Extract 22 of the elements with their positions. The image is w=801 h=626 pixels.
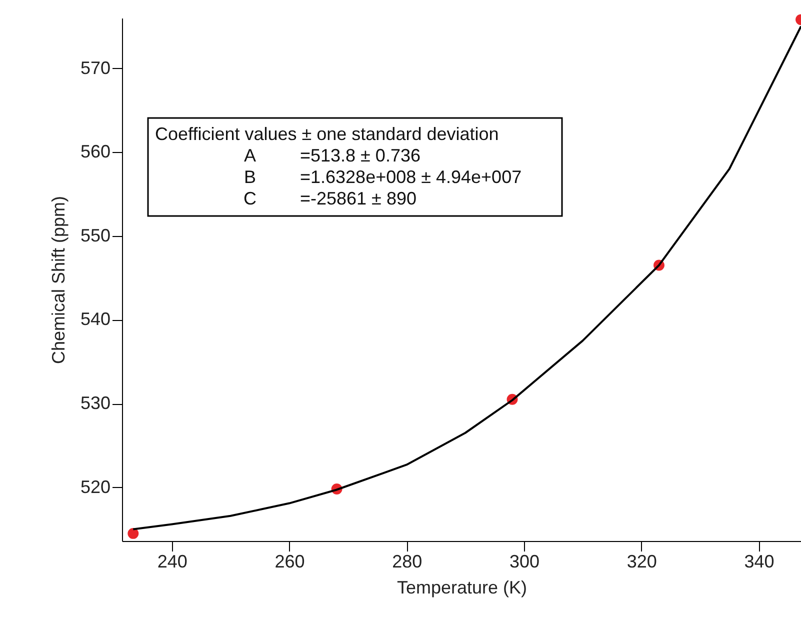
x-axis-title: Temperature (K)	[396, 578, 528, 598]
x-tick-label: 280	[392, 552, 422, 572]
y-tick-label: 560	[80, 142, 110, 162]
y-tick-label: 520	[80, 476, 110, 497]
annotation: A	[244, 145, 256, 166]
y-axis-title: Chemical Shift (ppm)	[48, 196, 68, 364]
x-tick-label: 320	[626, 552, 657, 572]
annotation: =-25861 ± 890	[300, 188, 416, 208]
y-tick-label: 550	[80, 225, 110, 246]
annotation: =513.8 ± 0.736	[300, 145, 420, 166]
x-tick-label: 240	[157, 552, 188, 572]
annotation: C	[244, 188, 256, 208]
annotation: Coefficient values ± one standard deviation	[155, 124, 499, 144]
x-tick-label: 300	[509, 552, 540, 572]
x-tick-label: 340	[744, 552, 774, 572]
y-tick-label: 540	[80, 309, 110, 330]
y-tick-label: 570	[80, 58, 110, 78]
y-tick-label: 530	[80, 393, 110, 414]
point	[128, 528, 139, 539]
x-tick-label: 260	[274, 552, 305, 572]
annotation: =1.6328e+008 ± 4.94e+007	[300, 166, 522, 187]
annotation: B	[244, 166, 256, 187]
